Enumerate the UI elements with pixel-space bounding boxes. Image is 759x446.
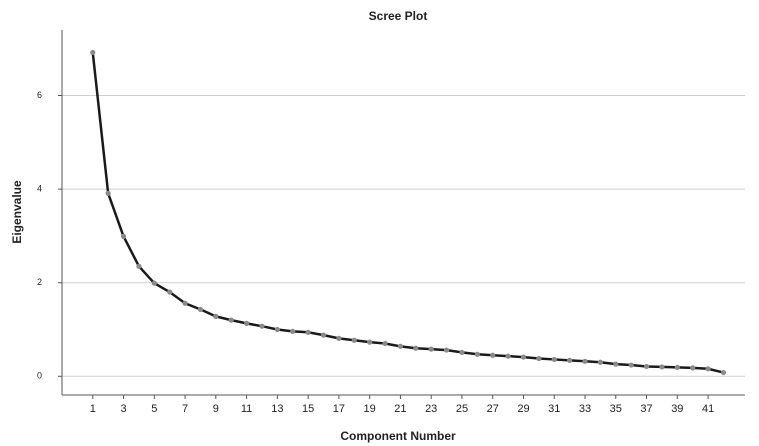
point — [290, 328, 296, 334]
x-tick-label: 31 — [548, 403, 560, 415]
point — [397, 343, 404, 349]
point — [367, 339, 373, 345]
y-tick-label: 0 — [37, 371, 42, 381]
point — [428, 346, 434, 352]
point — [659, 364, 665, 370]
point — [628, 362, 634, 368]
point — [536, 355, 542, 362]
point — [320, 332, 327, 338]
point — [567, 357, 573, 363]
point — [720, 369, 727, 376]
point — [443, 347, 450, 353]
point — [520, 354, 527, 360]
point — [213, 313, 219, 319]
point — [643, 363, 650, 370]
x-tick-label: 23 — [425, 403, 437, 415]
point — [105, 190, 111, 196]
point — [597, 359, 604, 365]
point — [182, 300, 188, 306]
y-tick-label: 4 — [37, 183, 42, 193]
point — [136, 263, 142, 269]
x-tick-label: 27 — [487, 403, 499, 415]
x-tick-label: 35 — [610, 403, 622, 415]
point — [690, 365, 696, 371]
x-tick-label: 19 — [364, 403, 376, 415]
point — [705, 366, 711, 372]
point — [274, 326, 280, 333]
point — [505, 353, 511, 359]
point — [490, 352, 496, 358]
x-tick-label: 17 — [333, 403, 345, 415]
x-tick-label: 1 — [90, 403, 96, 415]
y-axis-label: Eigenvalue — [10, 180, 24, 244]
x-tick-label: 37 — [640, 403, 652, 415]
x-tick-label: 21 — [394, 403, 406, 415]
point — [305, 329, 311, 335]
x-tick-label: 13 — [271, 403, 283, 415]
point — [382, 340, 388, 347]
point — [674, 364, 680, 370]
x-tick-label: 7 — [182, 403, 188, 415]
x-tick-label: 9 — [213, 403, 219, 415]
point — [243, 320, 250, 327]
x-tick-label: 29 — [517, 403, 529, 415]
x-tick-label: 33 — [579, 403, 591, 415]
point — [336, 335, 342, 341]
point — [582, 358, 588, 364]
x-tick-label: 3 — [120, 403, 126, 415]
point — [459, 349, 465, 356]
point — [474, 351, 480, 357]
chart-title: Scree Plot — [369, 9, 428, 23]
x-tick-label: 25 — [456, 403, 468, 415]
point — [351, 337, 357, 343]
x-tick-label: 5 — [151, 403, 157, 415]
point — [90, 49, 96, 56]
point — [413, 345, 419, 351]
point — [259, 323, 265, 329]
x-tick-label: 15 — [302, 403, 314, 415]
point — [197, 306, 204, 312]
x-tick-label: 41 — [702, 403, 714, 415]
x-tick-label: 39 — [671, 403, 683, 415]
point — [167, 289, 173, 295]
point — [228, 317, 234, 323]
point — [551, 356, 557, 363]
point — [613, 361, 619, 367]
y-tick-label: 6 — [37, 90, 42, 100]
x-tick-label: 11 — [241, 403, 252, 415]
line — [91, 52, 724, 374]
point — [120, 233, 127, 239]
y-tick-label: 2 — [37, 277, 42, 287]
x-axis-label: Component Number — [340, 429, 456, 443]
point — [151, 280, 157, 286]
